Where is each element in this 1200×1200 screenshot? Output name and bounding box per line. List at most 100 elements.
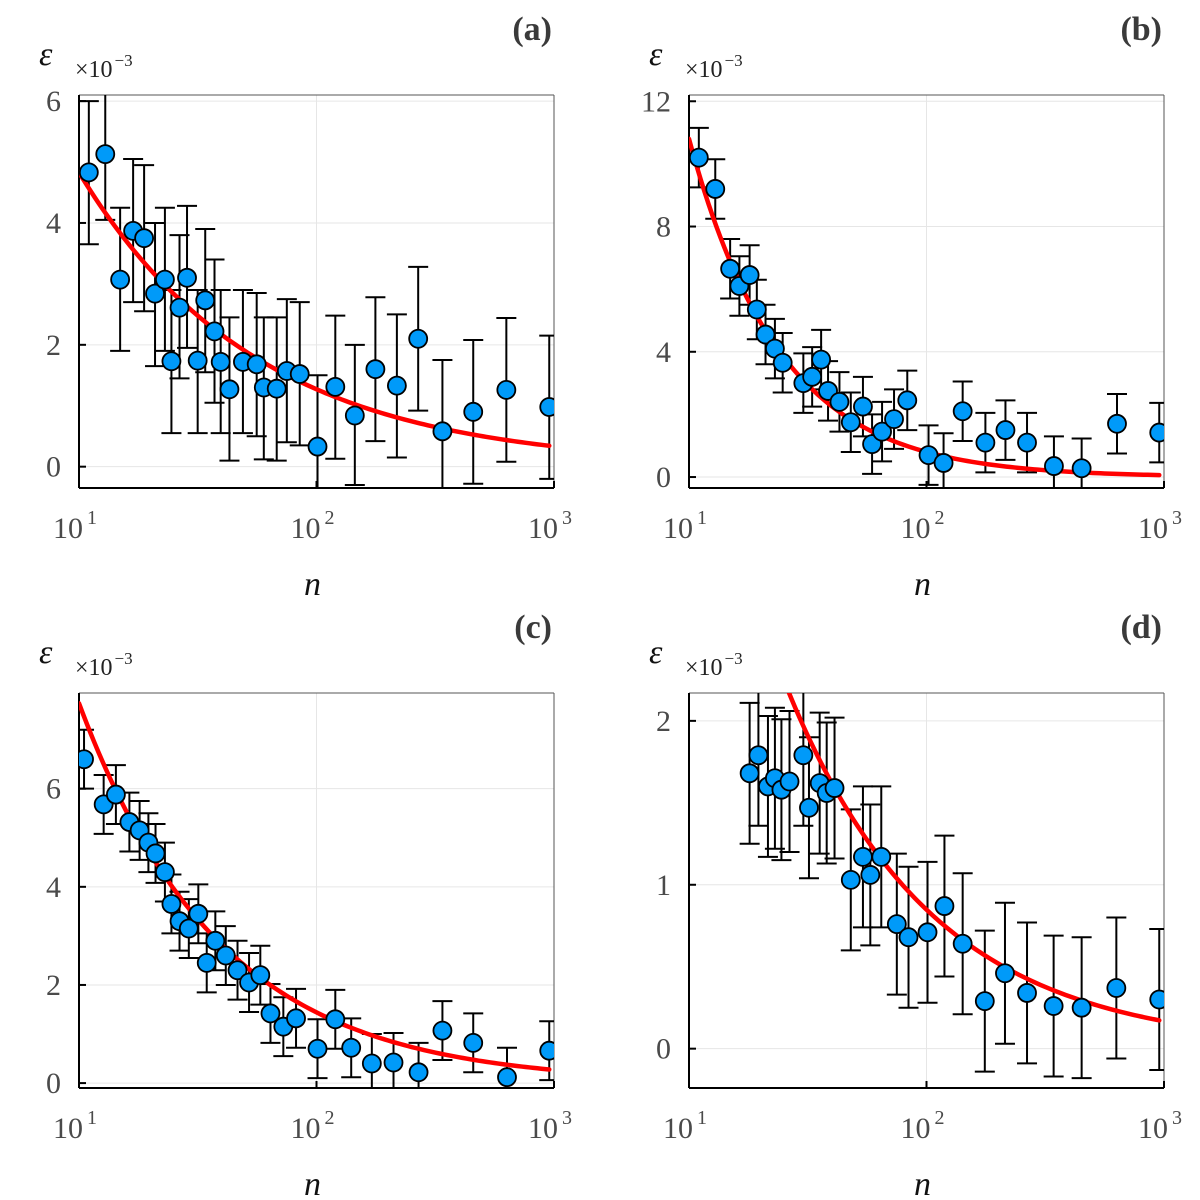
- x-tick-exponent: 1: [87, 507, 97, 529]
- data-point: [432, 421, 453, 442]
- y-tick-label: 6: [46, 773, 61, 806]
- data-point: [286, 1008, 306, 1029]
- data-point: [1149, 422, 1164, 443]
- scale-factor-base: ×10: [685, 57, 723, 83]
- data-point: [169, 297, 190, 318]
- data-point: [779, 771, 800, 792]
- data-point: [952, 401, 973, 422]
- data-point: [260, 1003, 281, 1024]
- x-tick-base: 10: [528, 1112, 558, 1145]
- y-tick-label: 12: [641, 85, 671, 118]
- scale-factor-exponent: −3: [115, 51, 133, 70]
- data-point: [95, 144, 116, 165]
- panel-label: (a): [512, 11, 552, 48]
- data-point: [840, 869, 861, 890]
- data-point: [1106, 978, 1127, 998]
- x-tick-label: 10 3: [1138, 1107, 1182, 1145]
- data-point: [325, 376, 346, 397]
- scale-factor-exponent: −3: [725, 649, 743, 668]
- data-point: [933, 453, 954, 473]
- data-point: [386, 375, 407, 396]
- data-point: [1017, 432, 1037, 453]
- data-point: [266, 378, 287, 399]
- data-point: [195, 290, 216, 311]
- y-tick-label: 0: [656, 1033, 671, 1066]
- data-point: [79, 749, 94, 770]
- y-scale-factor: ×10 −3: [685, 649, 743, 681]
- data-point: [802, 366, 823, 387]
- data-point: [748, 745, 769, 766]
- data-point: [1017, 983, 1037, 1003]
- data-point: [496, 380, 517, 400]
- data-point: [307, 1038, 328, 1059]
- fit-curve: [786, 693, 1162, 1023]
- data-point: [705, 179, 726, 199]
- y-tick-label: 4: [46, 207, 61, 240]
- data-point: [898, 927, 919, 948]
- x-tick-base: 10: [663, 1112, 693, 1145]
- data-point: [871, 847, 892, 867]
- data-point: [463, 401, 484, 422]
- data-point: [739, 265, 760, 285]
- data-point: [289, 364, 310, 384]
- data-point: [755, 324, 776, 345]
- data-point: [227, 960, 248, 981]
- y-tick-label: 0: [656, 461, 671, 494]
- data-point: [1149, 989, 1164, 1010]
- data-point: [853, 396, 873, 417]
- data-point: [720, 258, 741, 279]
- data-point: [497, 1067, 517, 1088]
- y-tick-label: 4: [656, 336, 671, 369]
- data-point: [361, 1053, 382, 1074]
- panel-label: (b): [1120, 11, 1162, 48]
- x-tick-exponent: 1: [87, 1107, 97, 1129]
- data-point: [110, 269, 131, 290]
- data-point: [746, 299, 767, 320]
- x-tick-label: 10 2: [291, 507, 335, 545]
- data-point: [79, 162, 99, 183]
- x-tick-label: 10 1: [53, 1107, 97, 1145]
- data-point: [177, 267, 197, 288]
- data-point: [886, 914, 907, 934]
- x-tick-base: 10: [901, 512, 931, 545]
- x-tick-exponent: 2: [325, 1107, 335, 1129]
- data-point: [105, 784, 126, 805]
- x-tick-label: 10 2: [291, 1107, 335, 1145]
- data-point: [772, 352, 793, 373]
- x-tick-exponent: 2: [935, 507, 945, 529]
- data-point: [134, 228, 155, 249]
- y-axis-label: ε: [649, 634, 663, 671]
- x-tick-label: 10 3: [528, 507, 572, 545]
- x-axis-label: n: [914, 1166, 931, 1200]
- x-tick-base: 10: [663, 512, 693, 545]
- x-tick-label: 10 2: [901, 507, 945, 545]
- y-tick-label: 8: [656, 211, 671, 244]
- data-point: [917, 922, 938, 943]
- data-point: [860, 865, 881, 885]
- data-point: [689, 147, 709, 168]
- data-point: [897, 390, 918, 411]
- data-point: [995, 420, 1016, 440]
- x-tick-exponent: 3: [1172, 507, 1182, 529]
- data-layer: [739, 693, 1164, 1080]
- data-point: [344, 405, 365, 426]
- y-tick-label: 1: [656, 869, 671, 902]
- x-tick-exponent: 3: [562, 1107, 572, 1129]
- data-point: [250, 965, 271, 986]
- y-axis-label: ε: [39, 634, 53, 671]
- y-scale-factor: ×10 −3: [75, 51, 133, 83]
- x-tick-base: 10: [901, 1112, 931, 1145]
- y-scale-factor: ×10 −3: [685, 51, 743, 83]
- x-tick-base: 10: [1138, 512, 1168, 545]
- data-point: [811, 349, 832, 370]
- x-axis-label: n: [304, 1166, 321, 1200]
- data-point: [161, 351, 182, 372]
- x-tick-base: 10: [291, 1112, 321, 1145]
- data-point: [1043, 996, 1064, 1016]
- data-point: [829, 391, 850, 412]
- scale-factor-exponent: −3: [725, 51, 743, 70]
